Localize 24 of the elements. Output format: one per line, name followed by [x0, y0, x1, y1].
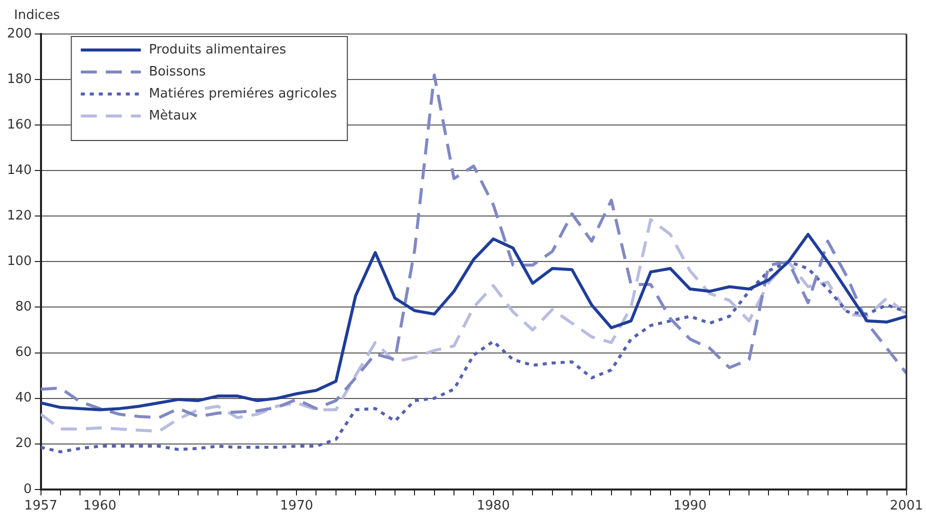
y-tick-label: 20 — [15, 436, 32, 452]
x-tick-label: 1980 — [476, 498, 510, 514]
x-tick-label: 2001 — [890, 498, 924, 514]
y-axis-title: Indices — [14, 8, 60, 23]
legend-label: Matiéres premiéres agricoles — [148, 86, 338, 102]
y-tick-label: 80 — [15, 300, 32, 315]
legend-label: Boissons — [148, 64, 206, 80]
legend-label: Produits alimentaires — [148, 42, 286, 58]
x-tick-label: 1990 — [674, 498, 707, 514]
y-tick-label: 60 — [15, 345, 32, 360]
y-tick-label: 200 — [6, 26, 32, 42]
x-tick-label: 1957 — [24, 498, 58, 514]
y-tick-label: 160 — [6, 117, 32, 132]
y-tick-label: 40 — [15, 390, 32, 406]
line-series — [40, 260, 906, 454]
y-tick-label: 120 — [6, 208, 32, 224]
legend-label: Mètaux — [148, 108, 198, 124]
y-tick-label: 100 — [6, 254, 32, 270]
x-tick-label: 1970 — [280, 498, 314, 514]
y-tick-label: 140 — [6, 162, 32, 178]
line-series — [40, 218, 906, 433]
x-tick-label: 1960 — [83, 498, 116, 514]
y-tick-label: 180 — [6, 72, 32, 87]
y-tick-label: 0 — [24, 482, 32, 497]
